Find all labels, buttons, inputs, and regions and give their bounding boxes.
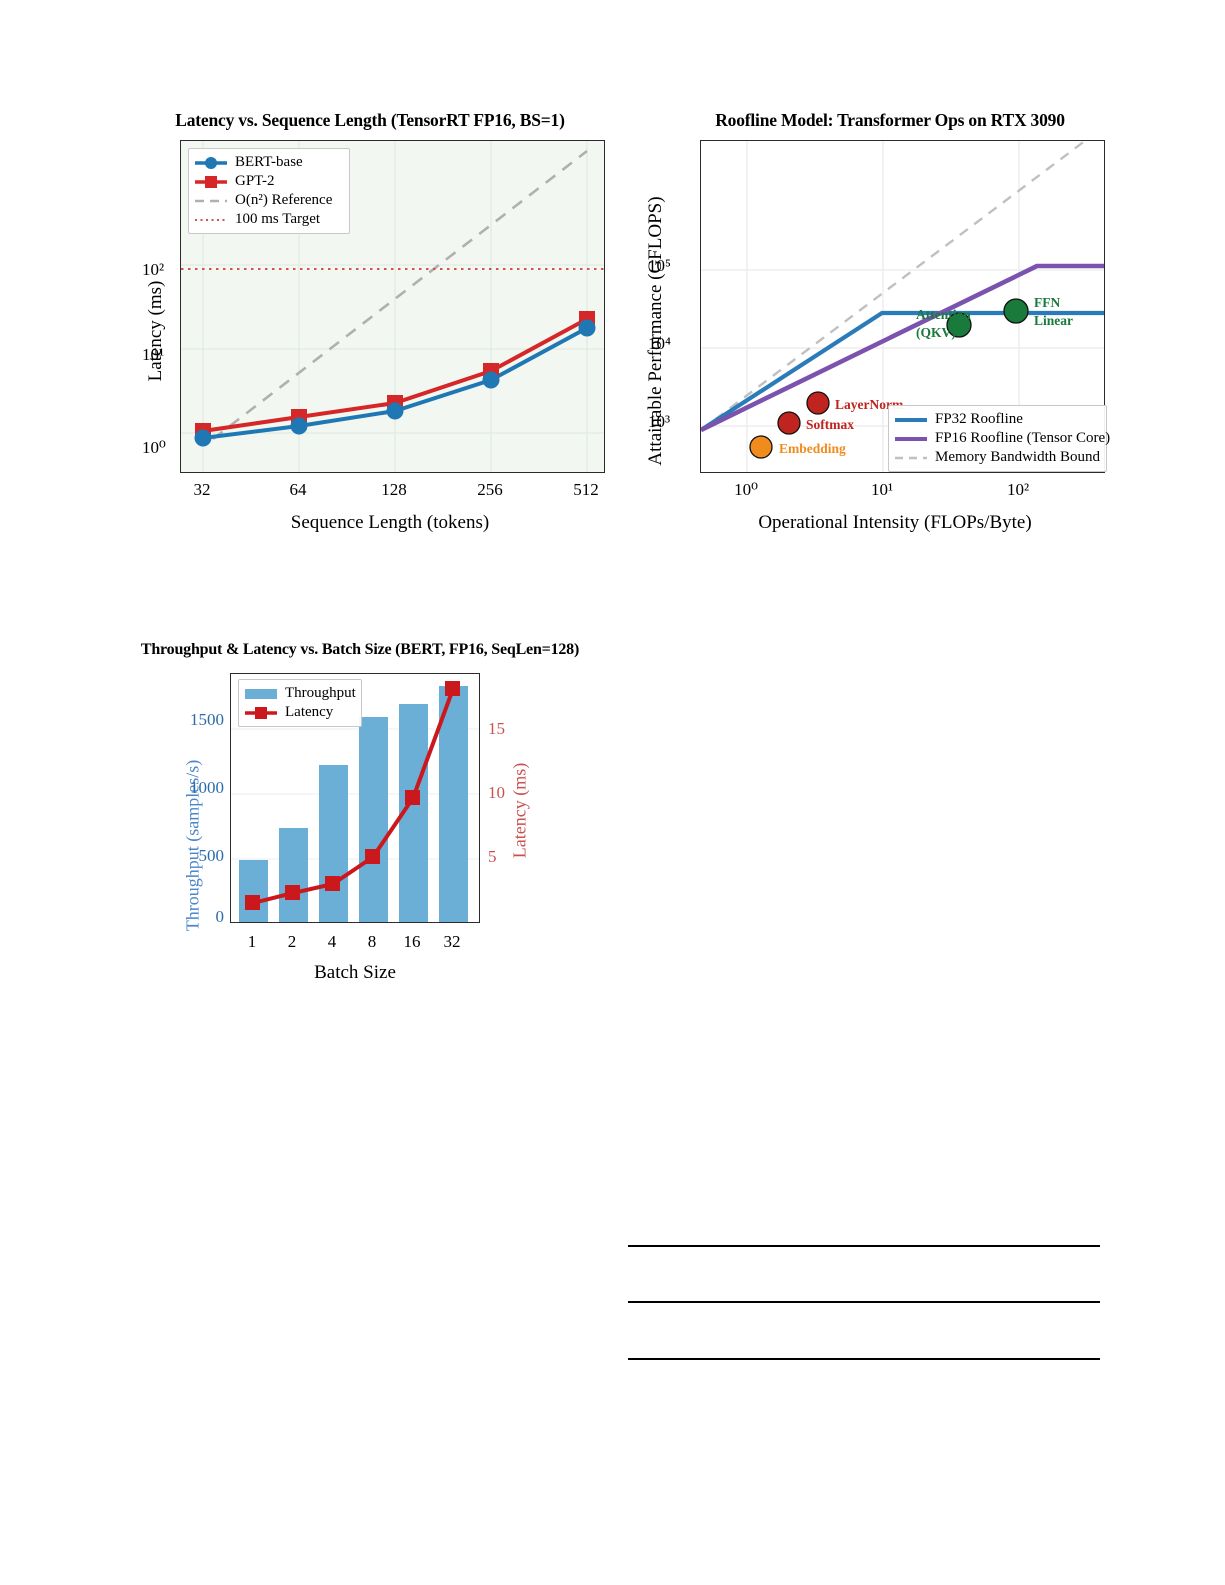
chart1-xtick-256: 256: [477, 480, 503, 499]
chart2-title: Roofline Model: Transformer Ops on RTX 3…: [715, 110, 1065, 130]
chart3-x-axis-label: Batch Size: [314, 962, 396, 983]
chart1-plot-area: [180, 140, 605, 473]
chart3-xtick-1: 1: [247, 932, 257, 951]
chart2-svg: Embedding Softmax LayerNorm Attention (Q…: [701, 141, 1104, 472]
chart1-xtick-128: 128: [381, 480, 407, 499]
table-bottom-rule: [628, 1358, 1100, 1360]
chart3-ytick-0: 0: [215, 907, 225, 926]
memory-bandwidth-icon: [894, 451, 928, 465]
chart1-title: Latency vs. Sequence Length (TensorRT FP…: [175, 110, 565, 130]
chart3-legend-label-throughput: Throughput: [285, 685, 356, 701]
chart3-legend-label-latency: Latency: [285, 704, 334, 720]
chart3-y2tick-5: 5: [488, 847, 497, 866]
chart2-ytick-100000: 10⁵: [648, 256, 671, 275]
chart1-legend-label-gpt2: GPT-2: [235, 173, 275, 189]
svg-text:LayerNorm: LayerNorm: [835, 397, 904, 412]
chart2-legend-label-fp32: FP32 Roofline: [935, 411, 1023, 427]
chart1-legend: BERT-base GPT-2 O(n²) Reference 100 ms T…: [188, 148, 350, 234]
chart1-xtick-512: 512: [573, 480, 599, 499]
svg-text:Linear: Linear: [1034, 313, 1073, 328]
chart3-xtick-8: 8: [367, 932, 377, 951]
chart1-xtick-64: 64: [289, 480, 307, 499]
svg-text:Embedding: Embedding: [779, 441, 846, 456]
figure-throughput-latency-batch-size: Throughput & Latency vs. Batch Size (BER…: [110, 635, 630, 983]
fp32-roofline-icon: [894, 413, 928, 427]
chart2-legend-item-fp16: FP16 Roofline (Tensor Core): [894, 429, 1110, 448]
chart3-y2-axis-label: Latency (ms): [509, 762, 530, 859]
chart1-legend-label-bert: BERT-base: [235, 154, 303, 170]
chart2-ytick-1000: 10³: [648, 412, 671, 431]
chart2-ytick-10000: 10⁴: [648, 334, 671, 353]
chart2-legend-label-membw: Memory Bandwidth Bound: [935, 449, 1100, 465]
table-mid-rule: [628, 1301, 1100, 1303]
dashed-line-icon: [194, 194, 228, 208]
chart1-legend-label-reference: O(n²) Reference: [235, 192, 333, 208]
chart3-xtick-2: 2: [287, 932, 297, 951]
chart1-ytick-100: 10²: [142, 260, 165, 279]
chart1-svg: [181, 141, 604, 472]
fp16-roofline-icon: [894, 432, 928, 446]
point-layernorm: [806, 391, 830, 415]
svg-text:Softmax: Softmax: [806, 417, 854, 432]
chart3-ytick-500: 500: [198, 846, 225, 865]
chart3-title: Throughput & Latency vs. Batch Size (BER…: [140, 641, 580, 658]
chart1-legend-item-bert: BERT-base: [194, 153, 342, 172]
table-rules-block: [628, 1245, 1100, 1365]
chart2-legend-item-fp32: FP32 Roofline: [894, 410, 1099, 429]
chart1-legend-item-reference: O(n²) Reference: [194, 191, 342, 210]
chart3-ytick-1500: 1500: [190, 710, 224, 729]
chart3-legend-item-throughput: Throughput: [244, 684, 356, 703]
point-embedding: [749, 435, 773, 459]
chart3-y2tick-15: 15: [488, 719, 505, 738]
chart2-legend-label-fp16: FP16 Roofline (Tensor Core): [935, 430, 1111, 446]
chart1-xtick-32: 32: [193, 480, 211, 499]
gpt2-line-marker-icon: [194, 175, 228, 189]
throughput-bar-icon: [244, 687, 278, 701]
chart1-x-axis-label: Sequence Length (tokens): [290, 512, 490, 533]
chart3-xtick-32: 32: [443, 932, 461, 951]
throughput-bars: [239, 686, 468, 922]
svg-text:Attention: Attention: [916, 307, 971, 322]
chart2-xtick-1: 10⁰: [734, 480, 758, 499]
chart3-xtick-16: 16: [403, 932, 421, 951]
chart1-ytick-10: 10¹: [142, 345, 165, 364]
chart1-ytick-1: 10⁰: [142, 438, 166, 457]
chart3-legend-item-latency: Latency: [244, 703, 354, 722]
chart1-legend-item-gpt2: GPT-2: [194, 172, 342, 191]
chart2-legend-item-membw: Memory Bandwidth Bound: [894, 448, 1100, 467]
svg-text:FFN: FFN: [1034, 295, 1060, 310]
chart3-ytick-1000: 1000: [190, 778, 224, 797]
point-ffn-linear: [1003, 298, 1029, 324]
point-softmax: [777, 411, 801, 435]
figure-latency-vs-sequence-length: Latency vs. Sequence Length (TensorRT FP…: [120, 100, 620, 533]
latency-line-marker-icon: [244, 706, 278, 720]
dotted-line-icon: [194, 213, 228, 227]
chart2-x-axis-label: Operational Intensity (FLOPs/Byte): [758, 512, 1032, 533]
point-attention-qkv: [946, 312, 972, 338]
bert-line-marker-icon: [194, 156, 228, 170]
chart2-legend: FP32 Roofline FP16 Roofline (Tensor Core…: [888, 405, 1110, 472]
chart2-y-axis-label: Attainable Performance (GFLOPS): [645, 196, 666, 466]
table-top-rule: [628, 1245, 1100, 1247]
chart3-y2tick-10: 10: [488, 783, 505, 802]
svg-text:(QKV): (QKV): [916, 325, 956, 340]
latency-markers: [245, 681, 460, 910]
chart1-legend-item-target: 100 ms Target: [194, 210, 342, 229]
chart3-xtick-4: 4: [327, 932, 337, 951]
figure-roofline-model: Roofline Model: Transformer Ops on RTX 3…: [620, 100, 1120, 533]
chart2-xtick-10: 10¹: [870, 480, 894, 499]
chart1-legend-label-target: 100 ms Target: [235, 211, 321, 227]
chart3-svg: [231, 681, 479, 922]
chart2-xtick-100: 10²: [1006, 480, 1030, 499]
chart3-legend: Throughput Latency: [238, 679, 362, 727]
